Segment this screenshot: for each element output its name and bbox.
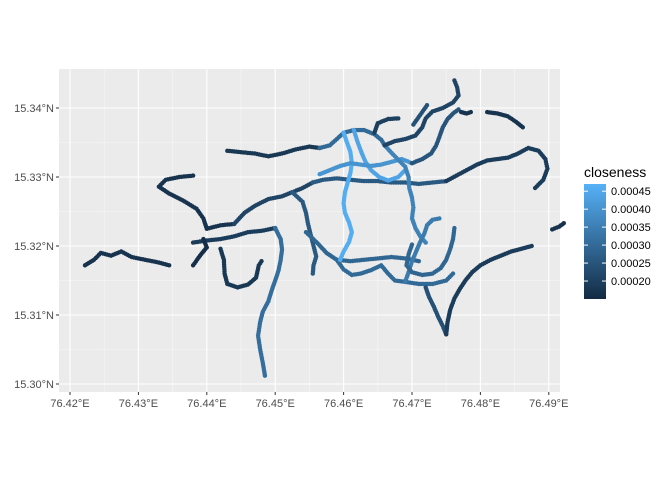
data-point (201, 236, 206, 242)
x-tick-label: 76.44°E (187, 398, 226, 410)
data-point (424, 103, 430, 108)
x-tick-label: 76.49°E (529, 398, 568, 410)
y-tick-label: 15.30°N (14, 379, 54, 391)
data-point (468, 109, 473, 115)
data-point (450, 271, 456, 276)
data-point (529, 243, 534, 249)
legend-break-label: 0.00030 (611, 240, 651, 252)
legend-break-label: 0.00045 (611, 186, 651, 198)
data-point (167, 263, 172, 268)
x-tick-label: 76.43°E (119, 398, 158, 410)
legend-break-label: 0.00025 (611, 258, 651, 270)
data-point (396, 116, 401, 121)
x-axis: 76.42°E 76.43°E 76.44°E 76.45°E 76.46°E 76.47… (50, 392, 568, 410)
x-tick-label: 76.46°E (324, 398, 363, 410)
legend-title: closeness (584, 164, 646, 180)
data-point (437, 216, 442, 221)
data-point (561, 221, 566, 226)
y-tick-label: 15.33°N (14, 172, 54, 184)
legend: closeness 0.000200.000250.000300.000350.… (584, 164, 651, 299)
data-point (456, 107, 461, 112)
x-tick-label: 76.47°E (392, 398, 431, 410)
data-point (520, 125, 525, 130)
data-point (416, 259, 421, 264)
data-points (82, 78, 566, 378)
legend-break-label: 0.00040 (611, 204, 651, 216)
legend-colorbar (584, 184, 606, 299)
data-point (262, 373, 268, 378)
y-tick-label: 15.32°N (14, 241, 54, 253)
y-axis: 15.30°N 15.31°N 15.32°N 15.33°N 15.34°N (14, 103, 59, 391)
data-point (423, 240, 428, 245)
x-tick-label: 76.45°E (256, 398, 295, 410)
y-tick-label: 15.34°N (14, 103, 54, 115)
legend-break-label: 0.00035 (611, 222, 651, 234)
x-tick-label: 76.48°E (461, 398, 500, 410)
data-point (338, 257, 343, 262)
legend-breaks: 0.00020 0.00025 0.00030 0.00035 0.00040 0.000… (584, 186, 651, 288)
y-tick-label: 15.31°N (14, 310, 54, 322)
legend-break-label: 0.00020 (611, 276, 651, 288)
minor-grid (59, 69, 560, 392)
data-point (532, 185, 538, 191)
data-point (310, 271, 315, 276)
x-tick-label: 76.42°E (50, 398, 89, 410)
data-point (259, 259, 264, 264)
data-point (452, 225, 457, 231)
data-point (452, 78, 457, 83)
